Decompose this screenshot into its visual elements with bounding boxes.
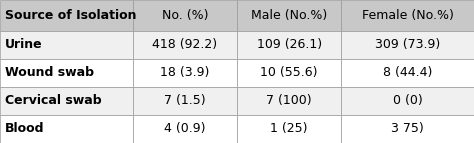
Bar (341, 115, 474, 143)
Text: Wound swab: Wound swab (5, 66, 94, 79)
Text: 309 (73.9): 309 (73.9) (375, 38, 440, 51)
Text: Cervical swab: Cervical swab (5, 94, 101, 107)
Bar (0, 87, 133, 115)
Text: Female (No.%): Female (No.%) (362, 9, 454, 22)
Bar (133, 0, 237, 31)
Text: Urine: Urine (5, 38, 42, 51)
Text: Source of Isolation: Source of Isolation (5, 9, 136, 22)
Bar (133, 59, 237, 87)
Text: 3 75): 3 75) (391, 122, 424, 135)
Text: 109 (26.1): 109 (26.1) (256, 38, 322, 51)
Bar (0, 115, 133, 143)
Text: 418 (92.2): 418 (92.2) (152, 38, 218, 51)
Bar (341, 87, 474, 115)
Text: 10 (55.6): 10 (55.6) (260, 66, 318, 79)
Bar (133, 31, 237, 59)
Bar (0, 31, 133, 59)
Bar (341, 31, 474, 59)
Bar (133, 87, 237, 115)
Text: No. (%): No. (%) (162, 9, 208, 22)
Text: 0 (0): 0 (0) (393, 94, 422, 107)
Text: 1 (25): 1 (25) (270, 122, 308, 135)
Bar (237, 115, 341, 143)
Bar (341, 0, 474, 31)
Bar (237, 31, 341, 59)
Bar (133, 115, 237, 143)
Text: Male (No.%): Male (No.%) (251, 9, 327, 22)
Text: Blood: Blood (5, 122, 44, 135)
Bar (237, 87, 341, 115)
Text: 7 (1.5): 7 (1.5) (164, 94, 206, 107)
Bar (237, 59, 341, 87)
Bar (0, 0, 133, 31)
Bar (0, 59, 133, 87)
Text: 7 (100): 7 (100) (266, 94, 312, 107)
Bar (341, 59, 474, 87)
Text: 4 (0.9): 4 (0.9) (164, 122, 206, 135)
Text: 8 (44.4): 8 (44.4) (383, 66, 432, 79)
Text: 18 (3.9): 18 (3.9) (160, 66, 210, 79)
Bar (237, 0, 341, 31)
